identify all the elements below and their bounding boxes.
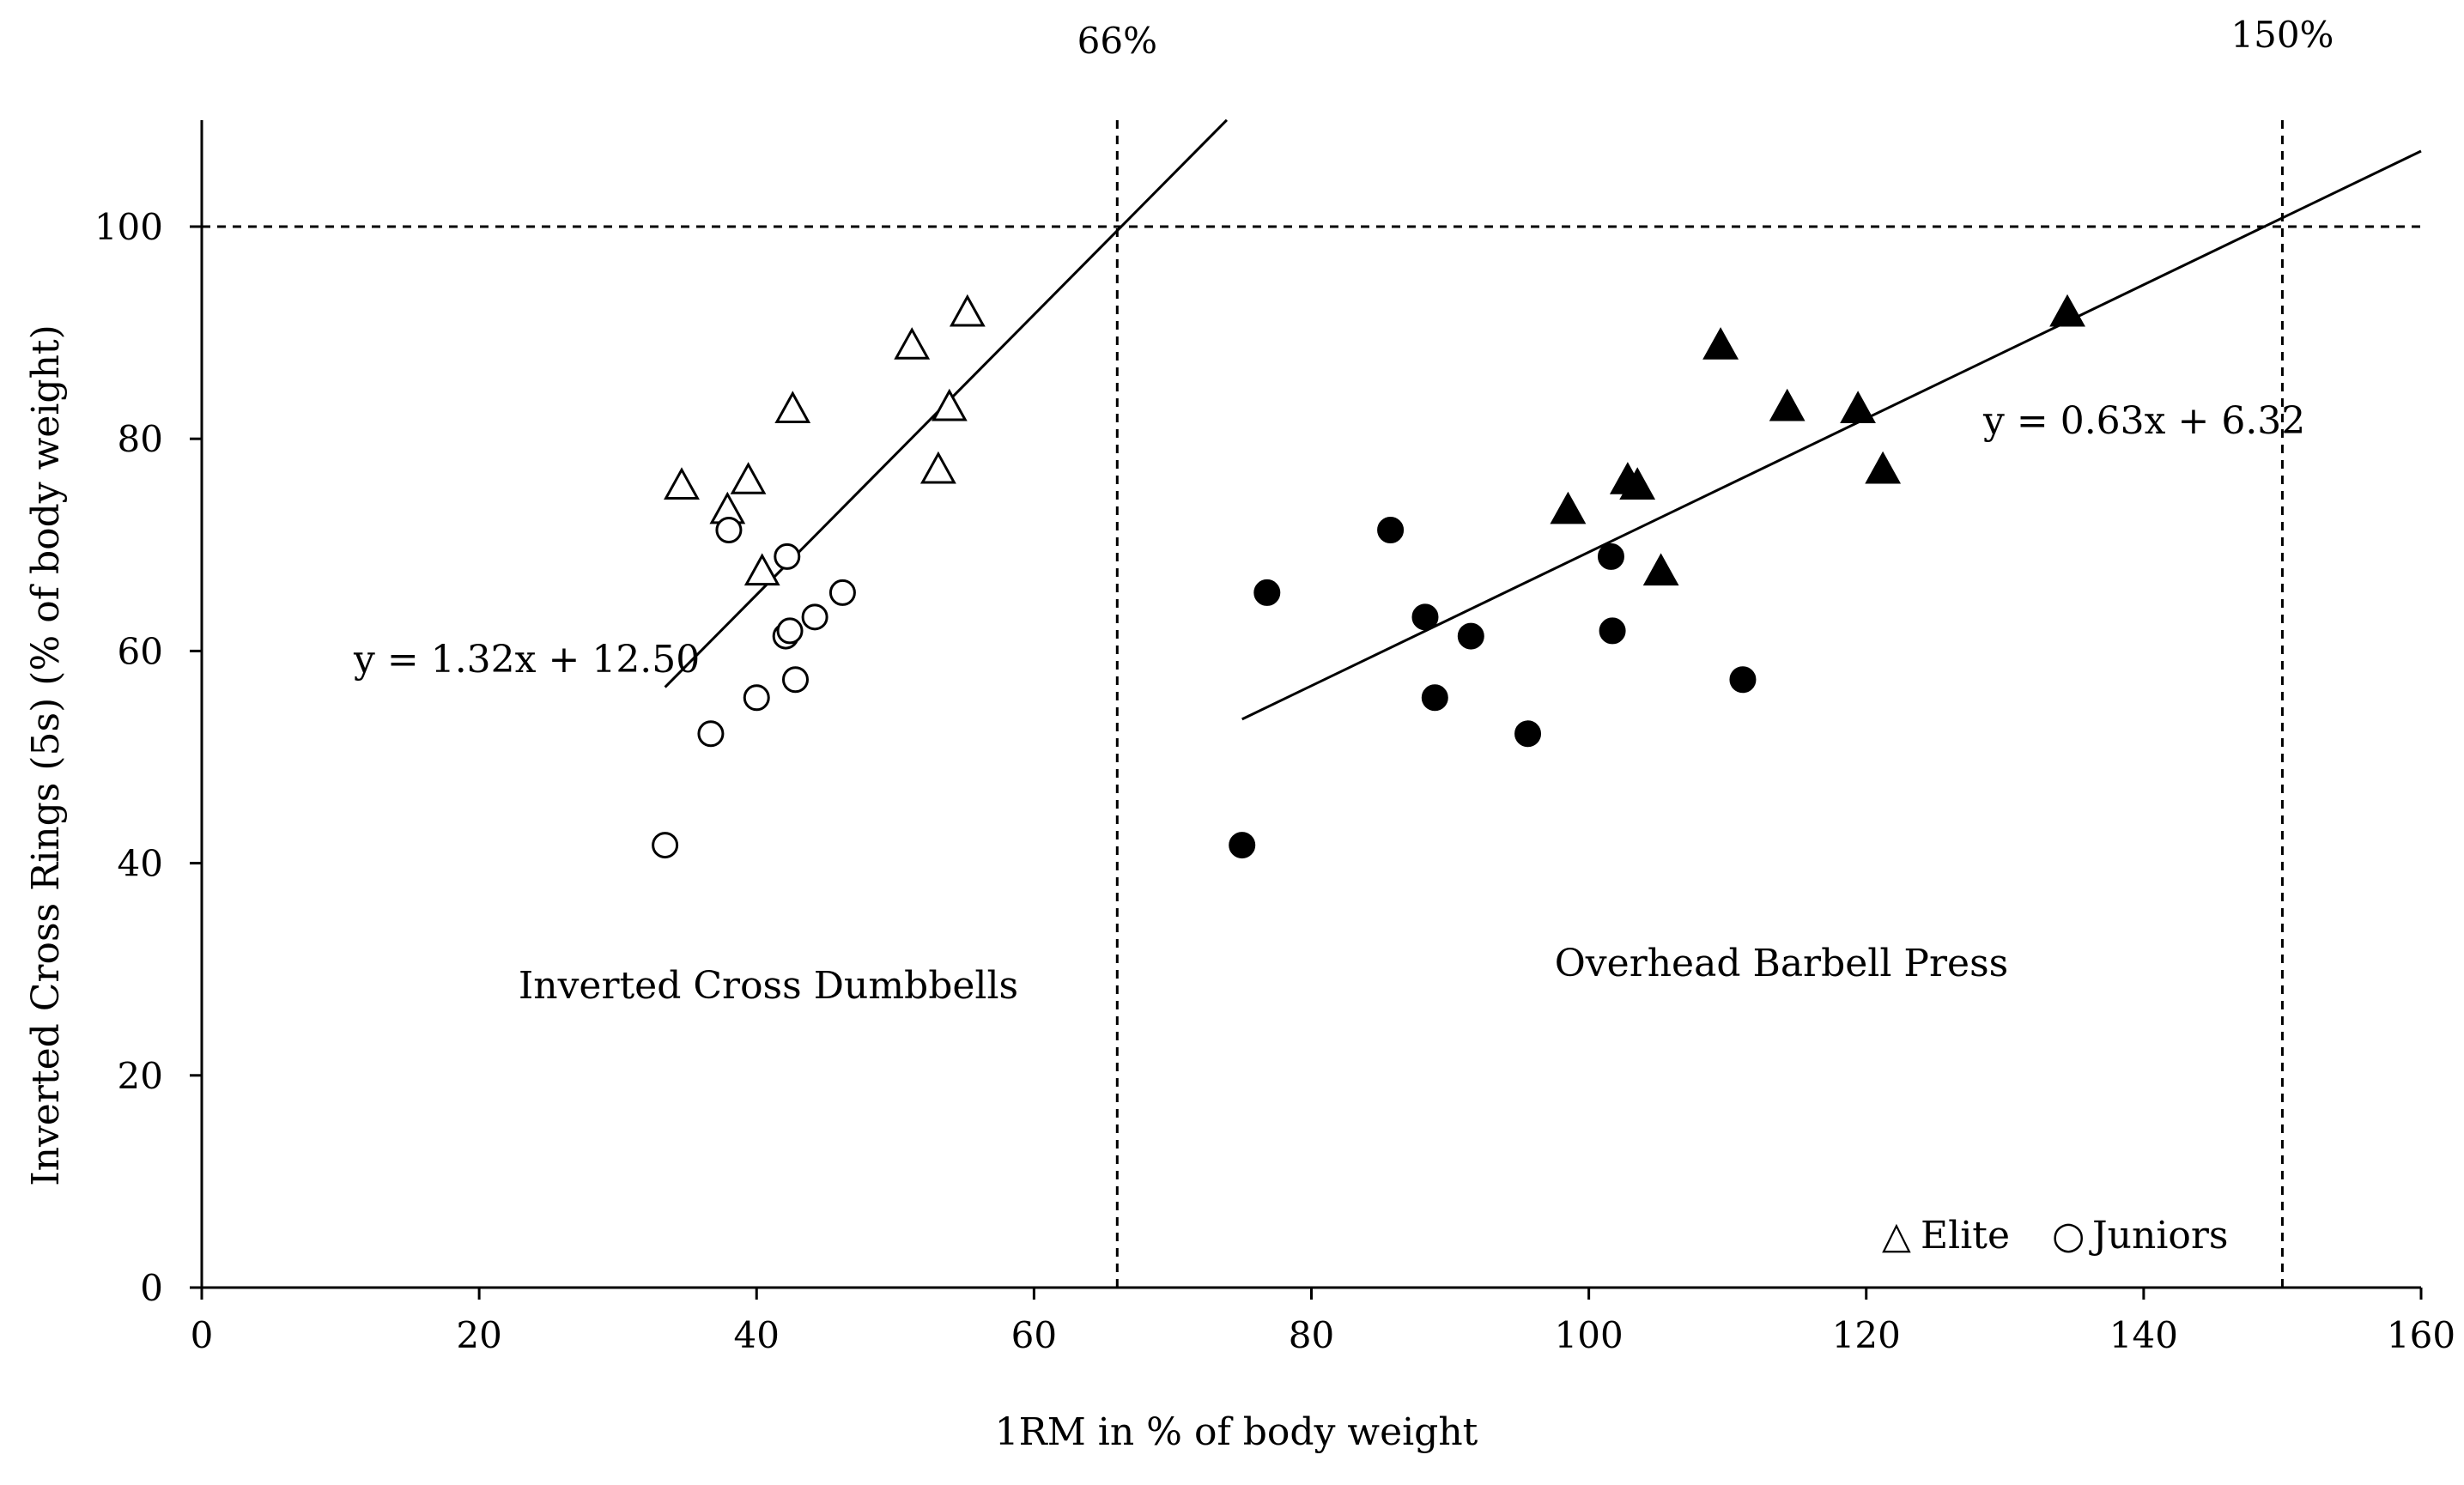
data-point-circle-s1-9	[828, 579, 856, 606]
data-point-triangle-s2-3	[1642, 553, 1679, 586]
data-point-triangle-s2-8	[2049, 294, 2085, 327]
legend-label-juniors: Juniors	[2089, 1214, 2229, 1258]
data-point-triangle-s2-0	[1550, 491, 1587, 524]
annotation-overhead-barbell-press: Overhead Barbell Press	[1555, 942, 2009, 985]
labels: 66% 150% y = 1.32x + 12.50 y = 0.63x + 6…	[24, 14, 2334, 1454]
data-point-circle-s3-5	[1457, 622, 1484, 650]
y-tick-label-100: 100	[94, 206, 163, 248]
trendline-1	[1241, 149, 2422, 721]
data-point-circle-s1-5	[774, 542, 801, 570]
x-axis-title: 1RM in % of body weight	[995, 1410, 1478, 1454]
annotation-inverted-cross-dumbbells: Inverted Cross Dumbbells	[519, 964, 1018, 1008]
trendline-equation-dumbbells: y = 1.32x + 12.50	[353, 638, 700, 682]
data-point-circle-s3-7	[1597, 542, 1624, 570]
x-tick-label-0: 0	[191, 1314, 214, 1356]
tick-labels: 0 20 40 60 80 100 120 140 160 0 20 40 60 80 100	[94, 206, 2455, 1356]
data-point-triangle-s2-7	[1865, 451, 1902, 484]
data-point-circle-s1-2	[715, 516, 743, 543]
axes	[190, 120, 2423, 1300]
y-axis-title: Inverted Cross Rings (5s) (% of body wei…	[24, 324, 68, 1186]
x-tick-label-100: 100	[1555, 1314, 1623, 1356]
reference-label-150: 150%	[2230, 14, 2334, 56]
data-point-circle-s3-1	[1253, 579, 1281, 606]
x-tick-label-120: 120	[1832, 1314, 1901, 1356]
data-point-triangle-s0-0	[664, 467, 700, 500]
reference-label-66: 66%	[1077, 20, 1157, 62]
y-tick-label-0: 0	[140, 1267, 163, 1309]
data-point-triangle-s0-5	[894, 327, 931, 360]
data-point-circle-s3-3	[1411, 603, 1439, 631]
data-point-circle-s1-8	[801, 603, 828, 631]
data-point-circle-s3-2	[1377, 516, 1405, 543]
data-point-circle-s3-4	[1421, 684, 1448, 712]
x-tick-label-140: 140	[2109, 1314, 2178, 1356]
data-point-circle-s1-3	[743, 684, 770, 712]
legend: △ Elite ○ Juniors	[1882, 1214, 2229, 1258]
legend-label-elite: Elite	[1921, 1214, 2010, 1258]
data-point-triangle-s0-7	[931, 388, 968, 421]
data-point-circle-s3-8	[1599, 617, 1626, 645]
legend-elite-triangle-icon: △	[1882, 1214, 1911, 1258]
y-tick-label-60: 60	[118, 630, 163, 672]
data-points	[652, 294, 2085, 859]
data-point-circle-s3-0	[1229, 832, 1256, 859]
data-point-triangle-s0-8	[949, 294, 986, 327]
data-point-triangle-s0-6	[919, 451, 956, 484]
x-tick-label-60: 60	[1011, 1314, 1057, 1356]
data-point-circle-s1-0	[652, 832, 679, 859]
y-tick-label-20: 20	[118, 1055, 163, 1097]
x-tick-label-20: 20	[456, 1314, 501, 1356]
data-point-circle-s1-6	[776, 617, 804, 645]
x-tick-label-160: 160	[2387, 1314, 2455, 1356]
data-point-triangle-s2-4	[1702, 327, 1739, 360]
data-point-circle-s1-1	[697, 720, 725, 748]
data-point-triangle-s0-4	[774, 391, 811, 423]
data-point-triangle-s2-5	[1769, 388, 1806, 421]
y-tick-label-40: 40	[118, 843, 163, 885]
trendline-equation-barbell: y = 0.63x + 6.32	[1982, 399, 2305, 443]
x-tick-label-80: 80	[1289, 1314, 1334, 1356]
data-point-circle-s3-6	[1514, 720, 1542, 748]
data-point-circle-s3-9	[1729, 666, 1757, 694]
legend-juniors-circle-icon: ○	[2052, 1214, 2085, 1258]
data-point-triangle-s2-2	[1619, 467, 1656, 500]
data-point-triangle-s2-6	[1840, 391, 1876, 423]
y-tick-label-80: 80	[118, 418, 163, 460]
data-point-triangle-s0-2	[730, 462, 767, 494]
data-point-triangle-s0-3	[743, 553, 780, 586]
reference-lines	[202, 120, 2421, 1288]
data-point-circle-s1-7	[781, 666, 809, 694]
x-tick-label-40: 40	[734, 1314, 780, 1356]
